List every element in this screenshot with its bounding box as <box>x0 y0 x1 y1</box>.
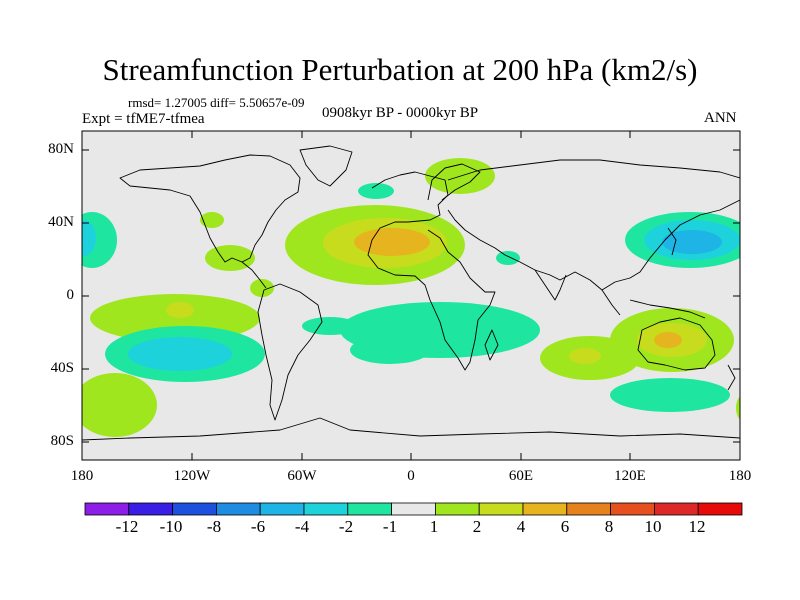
fill-dateline-east <box>736 396 740 420</box>
colorbar <box>84 502 743 516</box>
coast-india <box>534 269 567 301</box>
colorbar-label: -1 <box>382 517 398 536</box>
fill-south-atlantic <box>350 336 430 364</box>
colorbar-swatch <box>347 502 392 516</box>
colorbar-label: 10 <box>644 517 662 536</box>
fill-central-america <box>205 245 255 271</box>
fill-north-pacific-west-2 <box>82 220 96 256</box>
lon-label: 60W <box>287 468 317 484</box>
fill-north-africa-6 <box>354 228 430 256</box>
coast-antarctica <box>82 417 740 441</box>
colorbar-label: -2 <box>338 517 354 536</box>
coast-madagascar <box>484 329 499 361</box>
fill-arabia <box>496 251 520 265</box>
coast-japan <box>667 227 677 256</box>
coast-south-america <box>257 283 323 421</box>
map-title: Streamfunction Perturbation at 200 hPa (… <box>102 52 698 87</box>
fill-caribbean <box>250 279 274 297</box>
colorbar-label: -10 <box>159 517 183 536</box>
colorbar-label: -6 <box>250 517 266 536</box>
lon-label: 60E <box>508 468 534 484</box>
coast-europe-africa <box>367 171 496 371</box>
coast-new-zealand <box>727 364 736 391</box>
coast-southeast-asia <box>601 289 706 319</box>
fill-east-pacific-4 <box>166 302 194 318</box>
fill-south-indian-4 <box>569 348 601 364</box>
colorbar-label: 8 <box>604 517 614 536</box>
lat-label: 40S <box>50 360 74 376</box>
colorbar-swatch <box>303 502 349 516</box>
colorbar-swatch <box>522 502 568 516</box>
fill-south-ocean <box>610 378 730 412</box>
coast-asia <box>447 159 740 291</box>
fill-north-pacific-4 <box>662 230 722 254</box>
period-label: 0908kyr BP - 0000kyr BP <box>322 105 479 121</box>
experiment-label: Expt = tfME7-tfmea <box>82 111 205 127</box>
coast-greenland <box>299 145 353 187</box>
lon-label: 0 <box>407 468 415 484</box>
stats-text: rmsd= 1.27005 diff= 5.50657e-09 <box>128 95 305 110</box>
colorbar-swatch <box>610 502 655 516</box>
coast-north-america <box>119 154 301 263</box>
fill-pacific-north <box>200 212 224 228</box>
lat-label: 80S <box>50 433 74 449</box>
fill-australia-6 <box>654 332 682 348</box>
lat-label: 0 <box>66 287 75 303</box>
lat-label: 40N <box>48 214 74 230</box>
colorbar-label: -4 <box>294 517 310 536</box>
colorbar-label: 12 <box>688 517 706 536</box>
coast-central-america <box>241 261 267 289</box>
coastlines <box>82 145 740 441</box>
colorbar-swatch <box>654 502 699 516</box>
colorbar-label: 4 <box>516 517 526 536</box>
colorbar-label: -8 <box>206 517 222 536</box>
lat-label: 80N <box>48 141 74 157</box>
colorbar-swatch <box>215 502 261 516</box>
lon-label: 120W <box>173 468 211 484</box>
colorbar-swatch <box>259 502 305 516</box>
axis-ticks <box>82 131 740 460</box>
colorbar-swatch <box>128 502 174 516</box>
colorbar-label: -12 <box>115 517 139 536</box>
colorbar-label: 2 <box>472 517 482 536</box>
colorbar-swatch <box>391 502 436 516</box>
lon-label: 180 <box>728 468 752 484</box>
fill-south-pacific-west <box>82 373 157 437</box>
lon-label: 120E <box>614 468 646 484</box>
colorbar-swatch <box>434 502 480 516</box>
lon-label: 180 <box>70 468 94 484</box>
colorbar-swatch <box>172 502 217 516</box>
colorbar-label: 6 <box>560 517 570 536</box>
coast-australia <box>637 317 716 371</box>
colorbar-swatch <box>84 502 130 516</box>
fill-south-pacific-2 <box>128 337 232 371</box>
colorbar-swatch <box>697 502 743 516</box>
season-label: ANN <box>704 110 737 126</box>
fill-north-atlantic <box>358 183 394 199</box>
contour-fills <box>82 158 740 437</box>
colorbar-label: 1 <box>429 517 439 536</box>
colorbar-swatch <box>478 502 524 516</box>
coast-scandinavia <box>427 163 481 201</box>
colorbar-swatch <box>566 502 611 516</box>
